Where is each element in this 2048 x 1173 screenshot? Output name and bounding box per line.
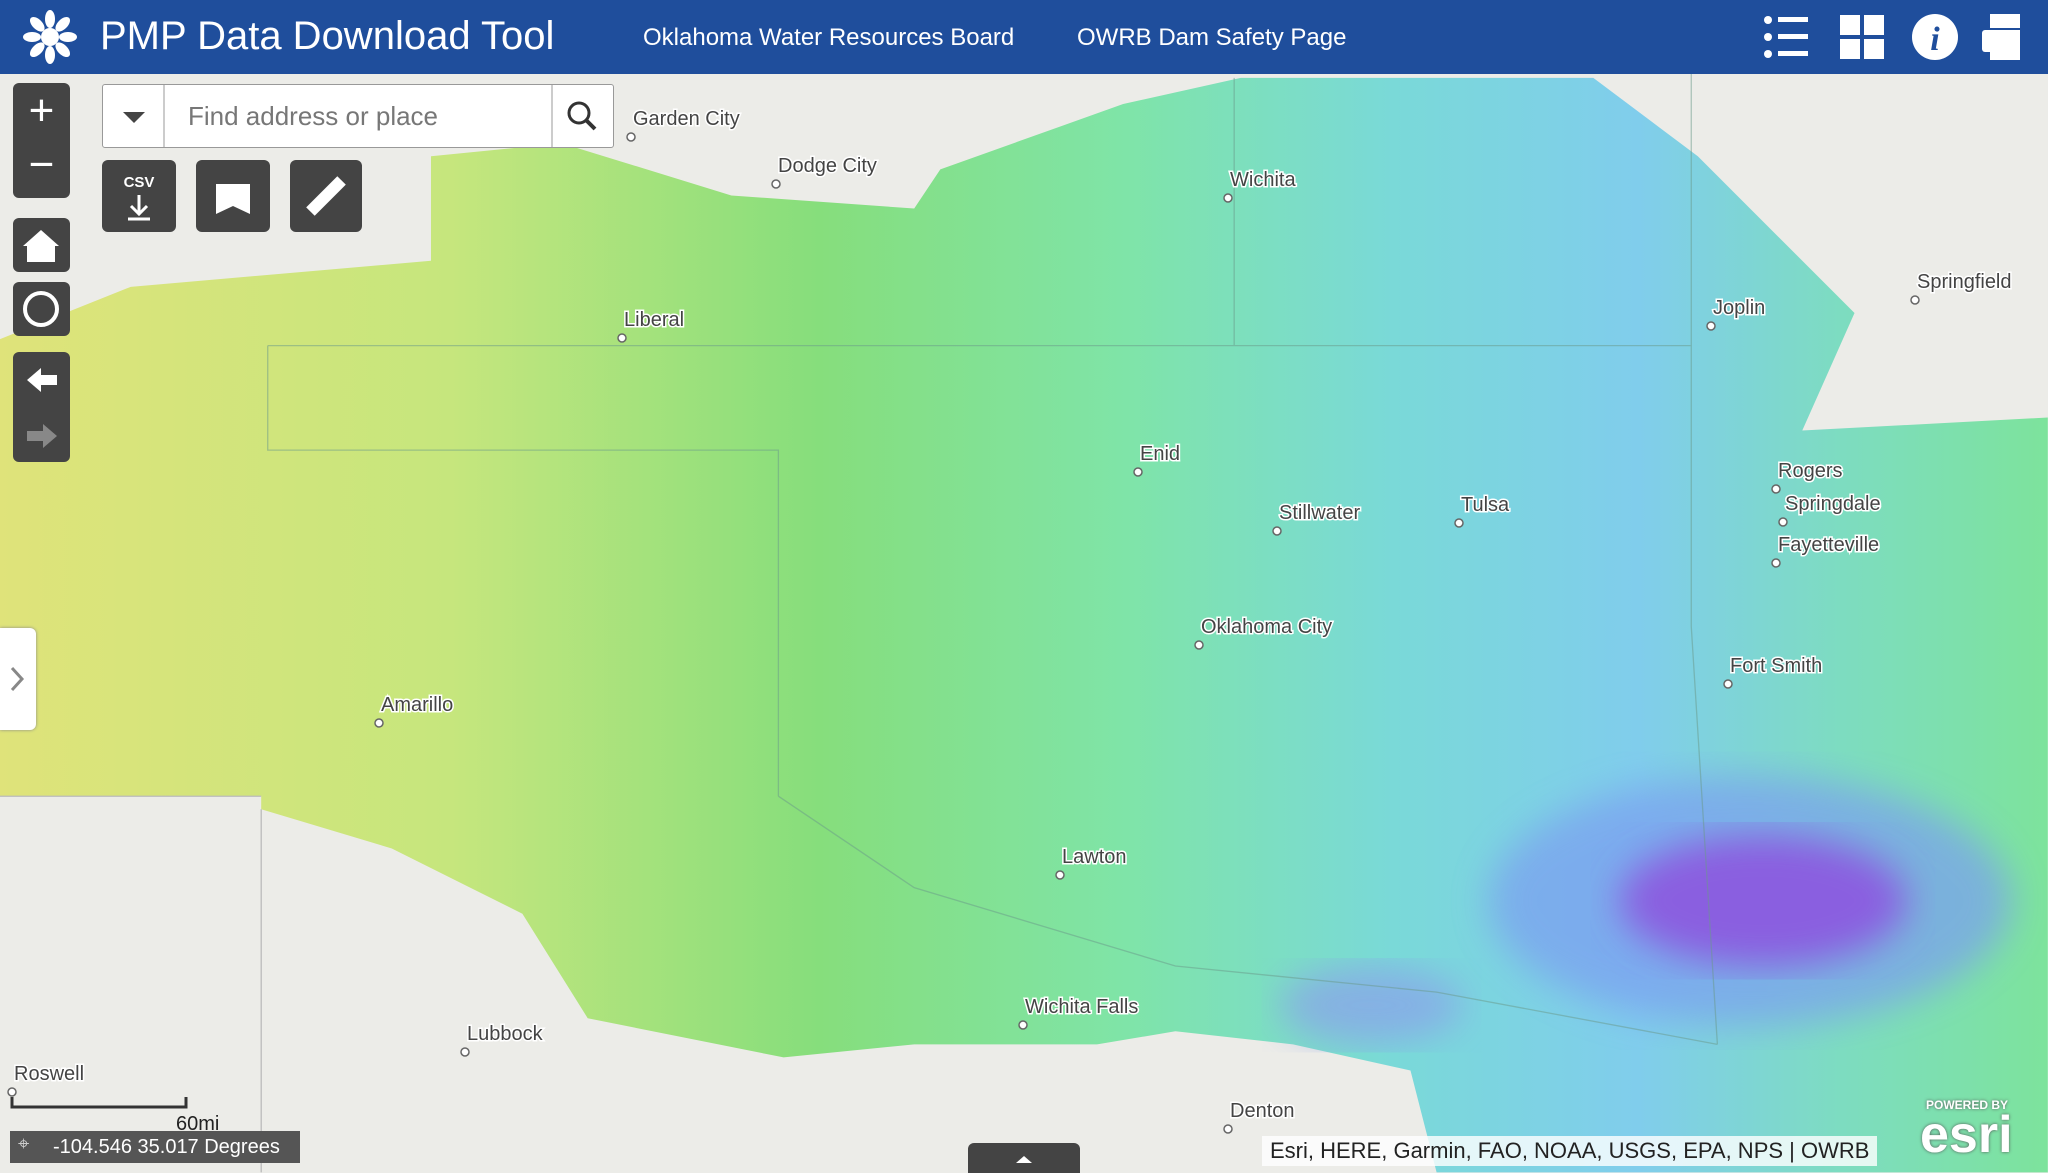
zoom-control: + − xyxy=(13,83,70,198)
previous-extent[interactable] xyxy=(27,368,57,392)
zoom-in[interactable]: + xyxy=(28,86,55,135)
print-icon[interactable] xyxy=(1982,14,2020,60)
search-placeholder: Find address or place xyxy=(188,101,439,131)
extent-nav xyxy=(13,352,70,462)
header-link[interactable]: Oklahoma Water Resources Board xyxy=(643,24,1015,51)
coordinates: -104.546 35.017 Degrees xyxy=(53,1136,280,1158)
side-panel-toggle[interactable] xyxy=(0,628,36,730)
svg-text:i: i xyxy=(1930,21,1940,58)
basemap-icon[interactable] xyxy=(1840,15,1884,59)
map[interactable] xyxy=(0,74,2048,1173)
header-link[interactable]: OWRB Dam Safety Page xyxy=(1077,24,1347,51)
scale-label: 60mi xyxy=(176,1113,219,1135)
logo xyxy=(23,10,77,64)
layer-list-icon[interactable] xyxy=(1764,16,1808,58)
header-icons: i xyxy=(1764,14,2020,60)
measure-tool[interactable] xyxy=(290,160,362,232)
esri-text: esri xyxy=(1920,1106,2013,1164)
attribution: Esri, HERE, Garmin, FAO, NOAA, USGS, EPA… xyxy=(1262,1136,1878,1166)
bottom-panel-toggle[interactable] xyxy=(968,1143,1080,1173)
app-title: PMP Data Download Tool xyxy=(100,14,555,58)
info-icon[interactable]: i xyxy=(1912,14,1958,60)
csv-label: CSV xyxy=(123,174,155,191)
search-box[interactable]: Find address or place xyxy=(102,84,614,148)
next-extent[interactable] xyxy=(27,424,57,448)
esri-logo: POWERED BY esri xyxy=(1920,1098,2038,1162)
header: PMP Data Download Tool Oklahoma Water Re… xyxy=(0,0,2048,74)
bookmark-tool[interactable] xyxy=(196,160,270,232)
powered-by: POWERED BY xyxy=(1926,1098,2009,1112)
zoom-out[interactable]: − xyxy=(28,140,55,189)
csv-download[interactable]: CSV xyxy=(102,160,176,232)
coordinate-display[interactable]: ⌖ -104.546 35.017 Degrees xyxy=(10,1131,300,1163)
locate-button[interactable] xyxy=(13,282,70,336)
home-button[interactable] xyxy=(13,218,70,272)
scale-bar: 60mi xyxy=(10,1097,219,1135)
